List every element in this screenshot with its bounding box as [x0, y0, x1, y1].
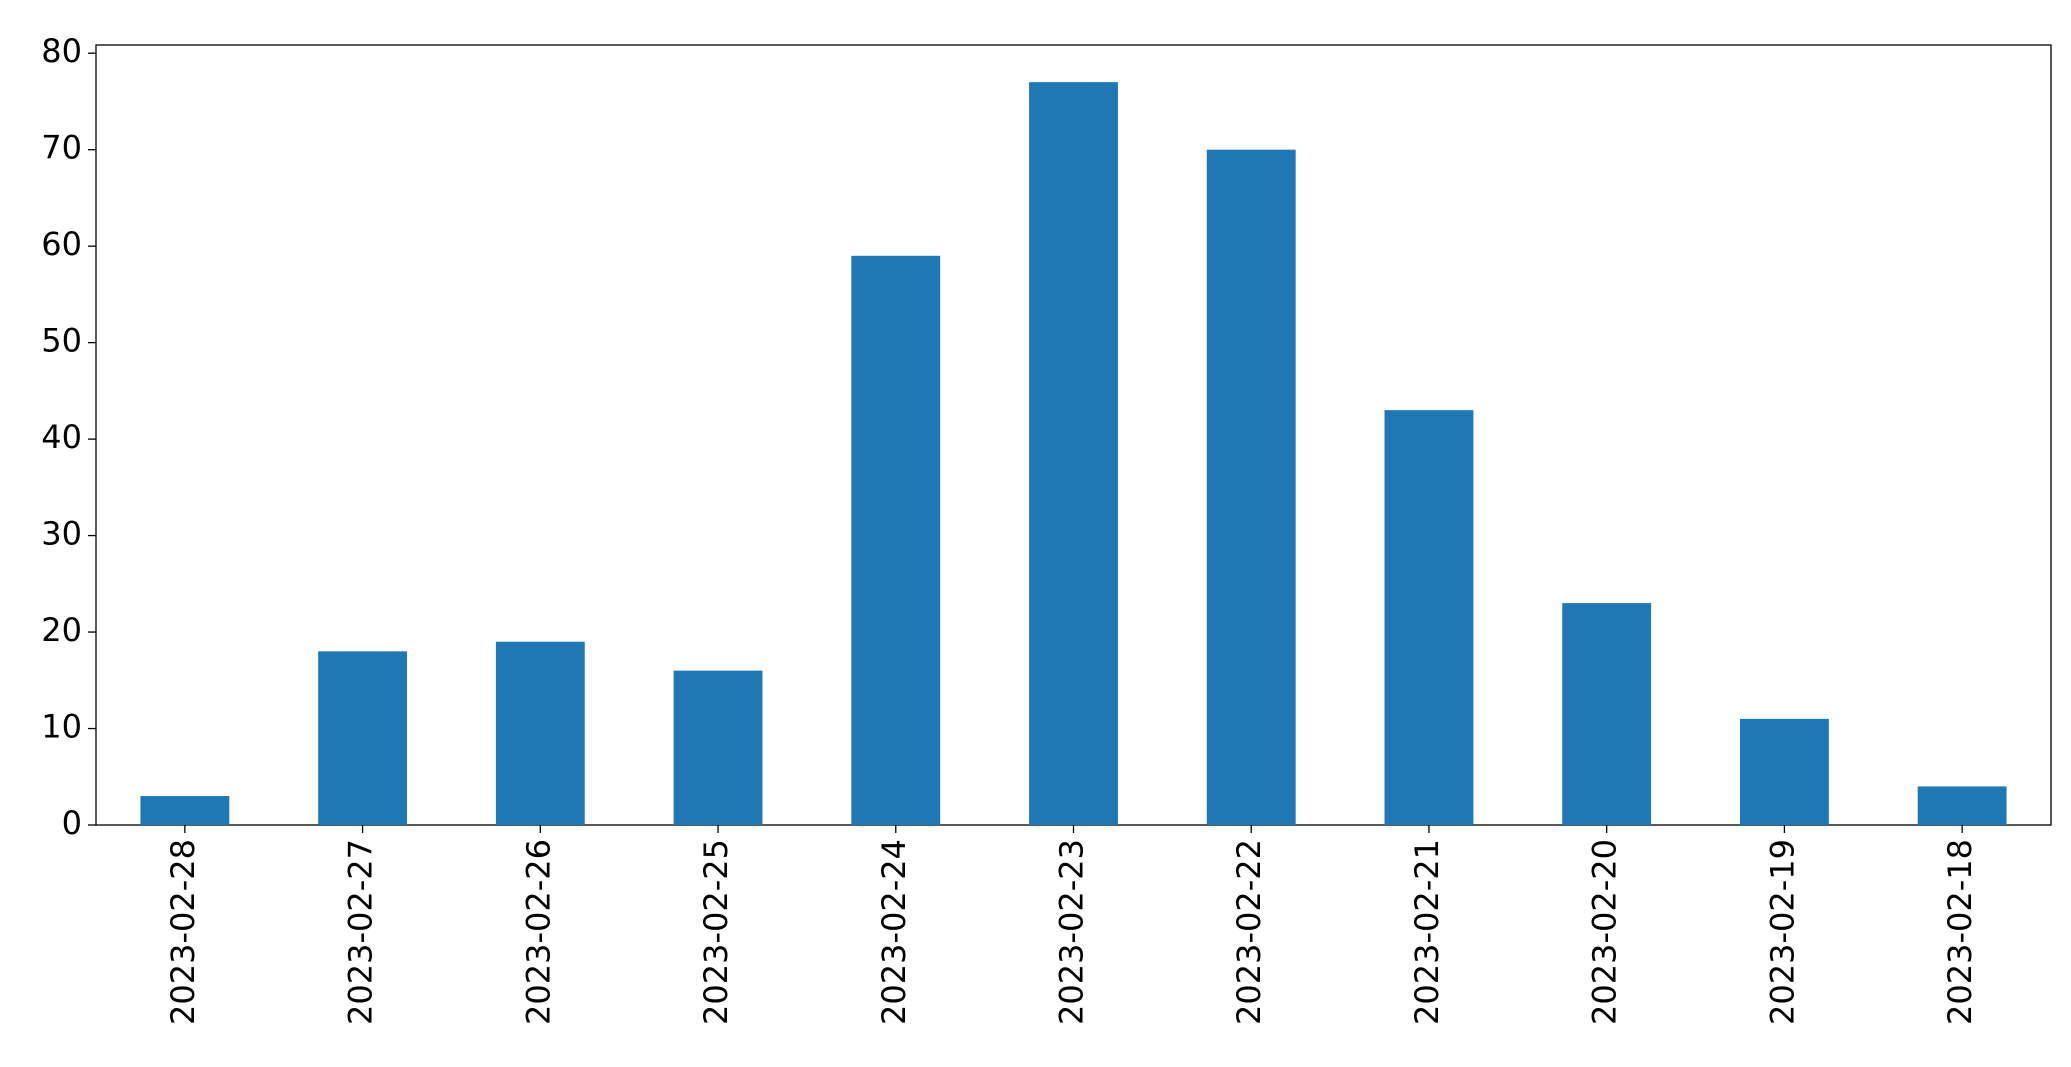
x-tick-label: 2023-02-24	[875, 839, 913, 1025]
bar	[1206, 149, 1296, 826]
bar	[673, 670, 763, 825]
x-tick-label: 2023-02-18	[1941, 839, 1979, 1025]
x-tick-label: 2023-02-25	[697, 839, 735, 1025]
bar	[318, 651, 408, 825]
y-tick-label: 0	[62, 804, 82, 842]
bar	[1917, 786, 2007, 825]
bar	[1384, 410, 1474, 825]
y-tick-label: 80	[41, 32, 82, 70]
y-tick-label: 10	[41, 708, 82, 746]
bar	[495, 641, 585, 825]
bar	[1739, 718, 1829, 825]
y-tick-label: 30	[41, 515, 82, 553]
x-tick-label: 2023-02-23	[1053, 839, 1091, 1025]
bar	[140, 796, 230, 825]
x-tick-label: 2023-02-20	[1586, 839, 1624, 1025]
x-tick-label: 2023-02-22	[1230, 839, 1268, 1025]
bar	[1029, 82, 1118, 825]
x-tick-label: 2023-02-21	[1408, 839, 1446, 1025]
y-tick-label: 60	[41, 225, 82, 263]
y-tick-label: 50	[41, 322, 82, 360]
bar	[851, 255, 941, 825]
x-tick-label: 2023-02-28	[164, 839, 202, 1025]
y-tick-label: 40	[41, 418, 82, 456]
x-tick-label: 2023-02-19	[1763, 839, 1801, 1025]
x-tick-label: 2023-02-27	[342, 839, 380, 1025]
x-tick-label: 2023-02-26	[519, 839, 557, 1025]
y-tick-label: 70	[41, 129, 82, 167]
y-tick-label: 20	[41, 611, 82, 649]
bar	[1562, 603, 1652, 825]
